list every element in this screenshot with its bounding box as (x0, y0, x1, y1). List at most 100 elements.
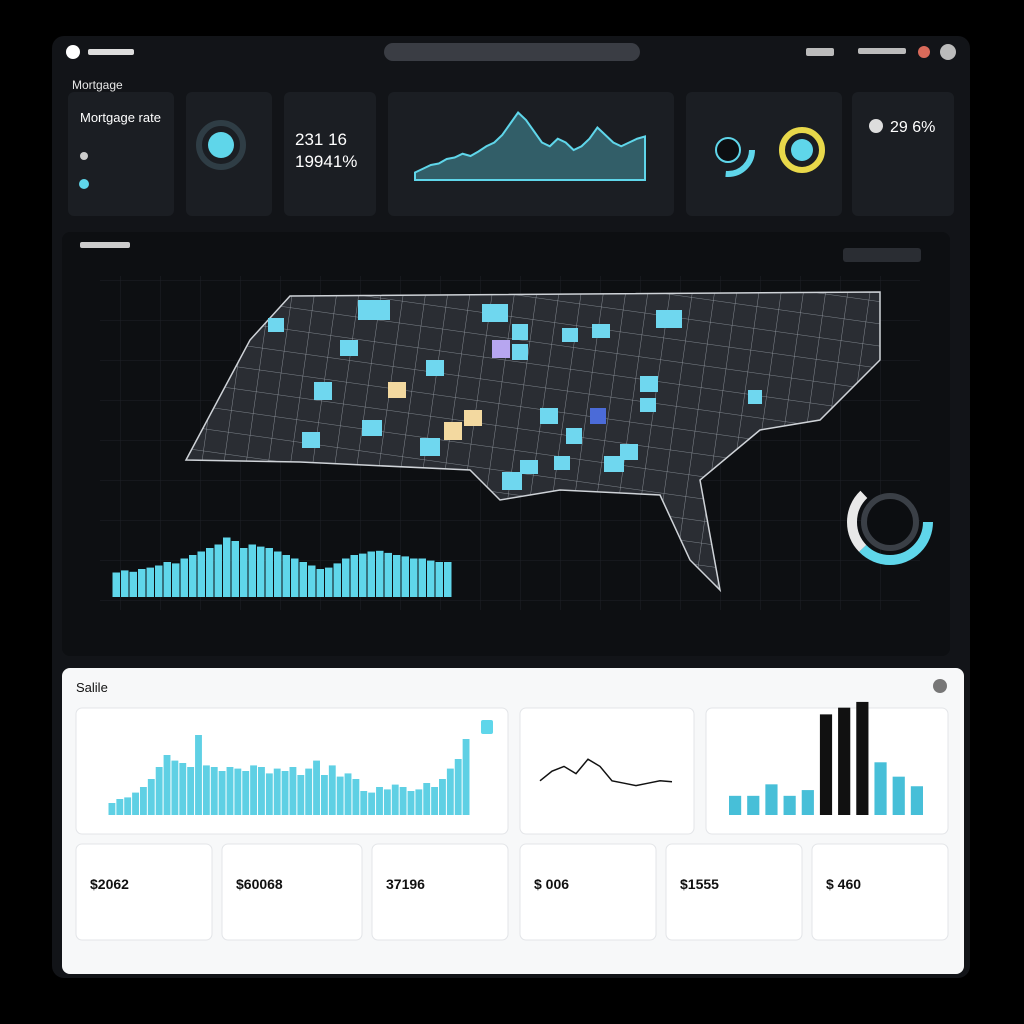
bar (819, 714, 833, 815)
user-name (858, 48, 906, 54)
bar (368, 792, 376, 815)
bar (172, 563, 180, 597)
map-highlights (388, 340, 606, 440)
map-filter[interactable] (843, 248, 921, 262)
bar (257, 546, 265, 597)
bar (391, 784, 399, 815)
bar (163, 755, 171, 815)
bar (367, 551, 375, 597)
bar (418, 558, 426, 597)
bar (155, 565, 163, 597)
bar (376, 550, 384, 597)
bar (265, 773, 273, 815)
dot (79, 179, 89, 189)
bar (401, 556, 409, 597)
bar (910, 786, 923, 815)
bar (333, 563, 341, 597)
logo (66, 45, 80, 59)
bar (291, 558, 299, 597)
bar (313, 760, 320, 815)
bar (226, 767, 234, 815)
bar (415, 789, 423, 815)
bar (435, 562, 443, 597)
bar (383, 789, 391, 815)
bar (197, 551, 205, 597)
bar (250, 765, 258, 815)
map-shape (184, 291, 881, 593)
map-markers (268, 300, 762, 490)
map-donut-ring (847, 479, 933, 565)
bar (344, 773, 352, 815)
bar (180, 558, 188, 597)
avatar[interactable] (940, 44, 956, 60)
map-donut-core (861, 493, 919, 551)
bar (139, 787, 147, 815)
bar (240, 548, 248, 597)
bar (146, 567, 154, 597)
bar (407, 791, 415, 815)
bar (444, 562, 452, 597)
bar (171, 760, 179, 815)
bar (179, 763, 187, 815)
bar (187, 767, 195, 815)
bar (155, 767, 163, 815)
kpi-value: $2062 (90, 876, 129, 892)
bar (289, 767, 297, 815)
avatar[interactable] (933, 679, 947, 693)
bar (147, 779, 155, 815)
bar (202, 765, 210, 815)
kpi-value: 37196 (386, 876, 425, 892)
bar (129, 571, 137, 597)
bar (336, 776, 344, 815)
kpi-value: $ 006 (534, 876, 569, 892)
gauge-core (208, 132, 234, 158)
gauge (196, 120, 246, 170)
bar (427, 560, 435, 597)
bar (218, 771, 226, 815)
bar (328, 765, 336, 815)
bar (248, 544, 256, 597)
bar (242, 771, 250, 815)
icons[interactable] (806, 48, 834, 56)
bar (783, 795, 796, 815)
kpi-value: $ 460 (826, 876, 861, 892)
bar (384, 552, 392, 597)
stat: 231 16 (295, 130, 347, 149)
section-title: Mortgage (72, 78, 123, 92)
bar (299, 562, 307, 597)
bar (124, 797, 132, 815)
bar (163, 562, 171, 597)
bar (138, 569, 146, 597)
bar (273, 768, 281, 815)
cards (68, 92, 954, 216)
bar (281, 771, 289, 815)
bar (189, 555, 197, 597)
panel-title: Salile (76, 680, 108, 695)
bar (116, 799, 124, 815)
bar (308, 565, 316, 597)
kpi-value: $1555 (680, 876, 719, 892)
bar (305, 768, 313, 815)
bar (195, 735, 202, 815)
bar (282, 555, 290, 597)
search-bar[interactable] (384, 43, 640, 61)
bar (874, 762, 887, 815)
bar (234, 768, 242, 815)
notification[interactable] (918, 46, 930, 58)
bar (121, 570, 129, 597)
bar (892, 776, 905, 815)
bar (325, 567, 333, 597)
bar (359, 553, 367, 597)
bar (132, 792, 139, 815)
bar (747, 795, 760, 815)
bar (350, 555, 358, 597)
kpi-value: $60068 (236, 876, 283, 892)
bar (112, 572, 120, 597)
bar (410, 558, 418, 597)
bar (352, 779, 360, 815)
bar (801, 790, 814, 815)
bar (838, 707, 851, 815)
bar (729, 795, 742, 815)
